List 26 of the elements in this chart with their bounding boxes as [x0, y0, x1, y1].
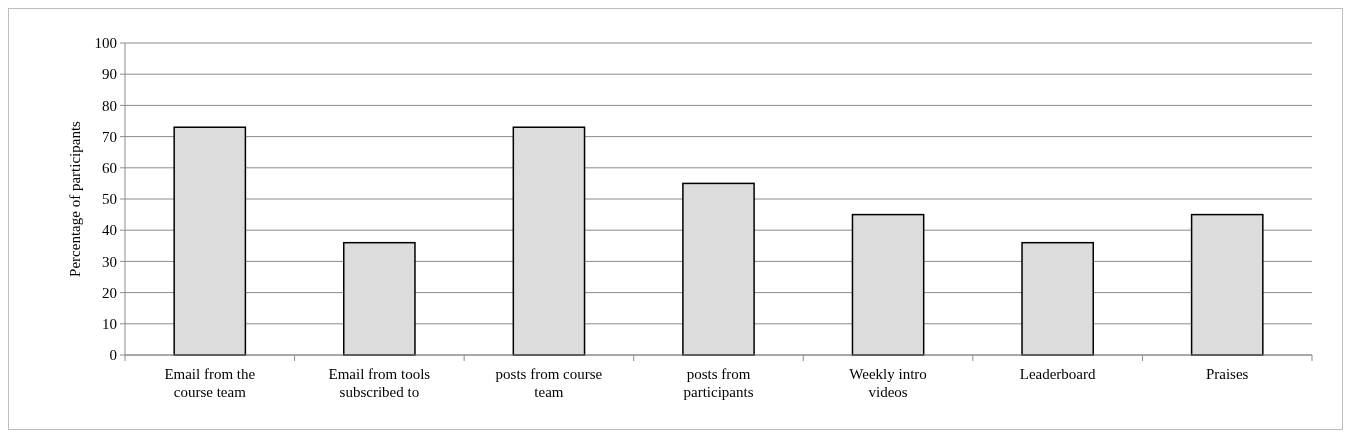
- y-tick-label: 50: [102, 191, 117, 208]
- y-tick-label: 80: [102, 97, 117, 114]
- y-tick-label: 90: [102, 66, 117, 83]
- x-tick-label: posts from course team: [495, 366, 603, 400]
- bar: [1190, 213, 1264, 356]
- x-tick-label: posts from participants: [683, 366, 754, 400]
- x-tick-label: Weekly intro videos: [849, 366, 927, 400]
- y-tick-label: 0: [109, 347, 117, 364]
- y-tick-label: 10: [102, 316, 117, 333]
- y-tick-label: 30: [102, 253, 117, 270]
- y-axis-title: Percentage of participants: [67, 120, 83, 277]
- bar: [851, 213, 925, 356]
- x-tick-label: Email from tools subscribed to: [328, 366, 431, 400]
- x-tick-label: Praises: [1205, 366, 1249, 382]
- y-tick-label: 40: [102, 222, 117, 239]
- y-tick-label: 100: [94, 35, 117, 52]
- bar: [343, 241, 416, 356]
- bar: [1021, 241, 1094, 356]
- x-tick-label: Leaderboard: [1019, 366, 1097, 382]
- y-tick-label: 20: [102, 284, 117, 301]
- y-tick-label: 60: [102, 160, 117, 177]
- y-tick-label: 70: [102, 128, 117, 145]
- bar: [512, 126, 586, 356]
- bar: [682, 182, 755, 356]
- x-tick-label: Email from the course team: [164, 366, 256, 400]
- bar: [173, 126, 247, 356]
